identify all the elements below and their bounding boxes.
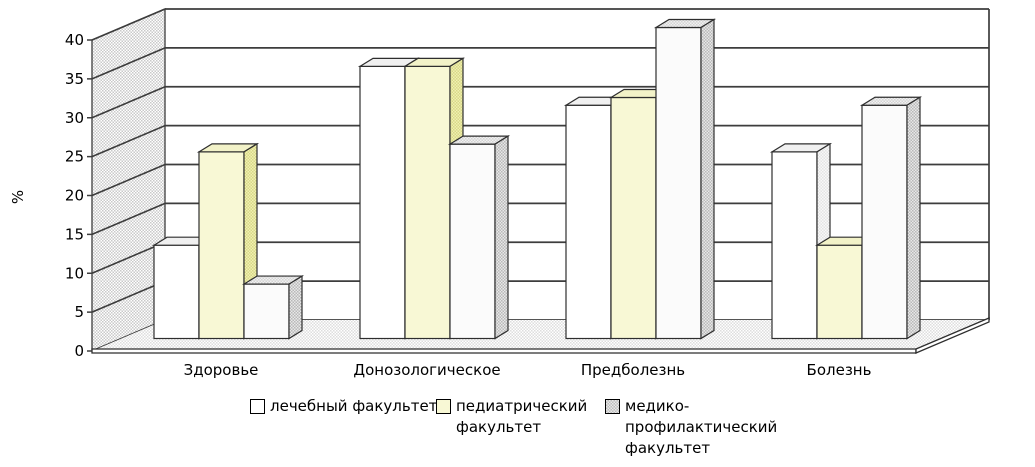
y-tick-label: 0 (74, 342, 84, 360)
bar-0-3 (769, 142, 833, 340)
floor-right-edge (915, 317, 990, 354)
gridline-wall (91, 86, 166, 119)
x-category-label: Здоровье (184, 361, 259, 379)
legend-label: лечебный факультет (270, 397, 438, 415)
bar-front-face (243, 283, 290, 340)
y-tick-label: 10 (65, 264, 84, 282)
legend-swatch-2 (605, 399, 620, 414)
bar-2-1 (447, 135, 511, 340)
bar-2-3 (859, 96, 923, 340)
y-tick-label: 35 (65, 70, 84, 88)
bar-front-face (565, 104, 612, 340)
x-category-label: Донозологическое (353, 361, 500, 379)
legend-swatch-1 (436, 399, 451, 414)
bar-2-2 (653, 18, 717, 340)
bar-side-face (288, 275, 303, 340)
legend-swatch-0 (250, 399, 265, 414)
y-tick-label: 15 (65, 225, 84, 243)
gridline-wall (91, 241, 166, 274)
bar-2-0 (241, 275, 305, 340)
x-category-label: Болезнь (807, 361, 872, 379)
bar-front-face (861, 104, 908, 340)
y-tick-label: 30 (65, 109, 84, 127)
floor (92, 320, 989, 351)
gridline-wall (91, 124, 166, 158)
bar-front-face (655, 26, 702, 340)
floor-front-edge (91, 348, 917, 354)
legend-label: педиатрический факультет (456, 397, 588, 436)
gridline-wall (91, 47, 166, 80)
y-tick-label: 20 (65, 187, 84, 205)
y-tick-label: 5 (74, 303, 84, 321)
legend-label: медико-профилактический факультет (625, 397, 778, 457)
bar-side-face (906, 96, 921, 340)
y-axis-title: % (9, 189, 27, 205)
bar-front-face (771, 151, 818, 340)
bar-side-face (494, 135, 509, 340)
bar-front-face (404, 65, 451, 340)
bar-side-face (700, 18, 715, 340)
x-category-label: Предболезнь (581, 361, 685, 379)
bar-front-face (816, 244, 863, 340)
legend-item-2: медико-профилактический факультет (605, 396, 777, 459)
y-tick-label: 25 (65, 148, 84, 166)
y-tick-label: 40 (65, 31, 84, 49)
bar-front-face (198, 151, 245, 340)
gridline-wall (91, 202, 166, 236)
legend-item-0: лечебный факультет (250, 396, 437, 417)
gridline-wall (91, 163, 166, 197)
bar-front-face (449, 143, 496, 340)
bar-front-face (359, 65, 406, 340)
chart-legend: лечебный факультет педиатрический факульте… (0, 396, 1035, 466)
gridline-wall (91, 280, 166, 313)
gridline-wall (91, 8, 166, 41)
legend-item-1: педиатрический факультет (436, 396, 587, 438)
bar-front-face (610, 96, 657, 340)
bar-front-face (153, 244, 200, 340)
